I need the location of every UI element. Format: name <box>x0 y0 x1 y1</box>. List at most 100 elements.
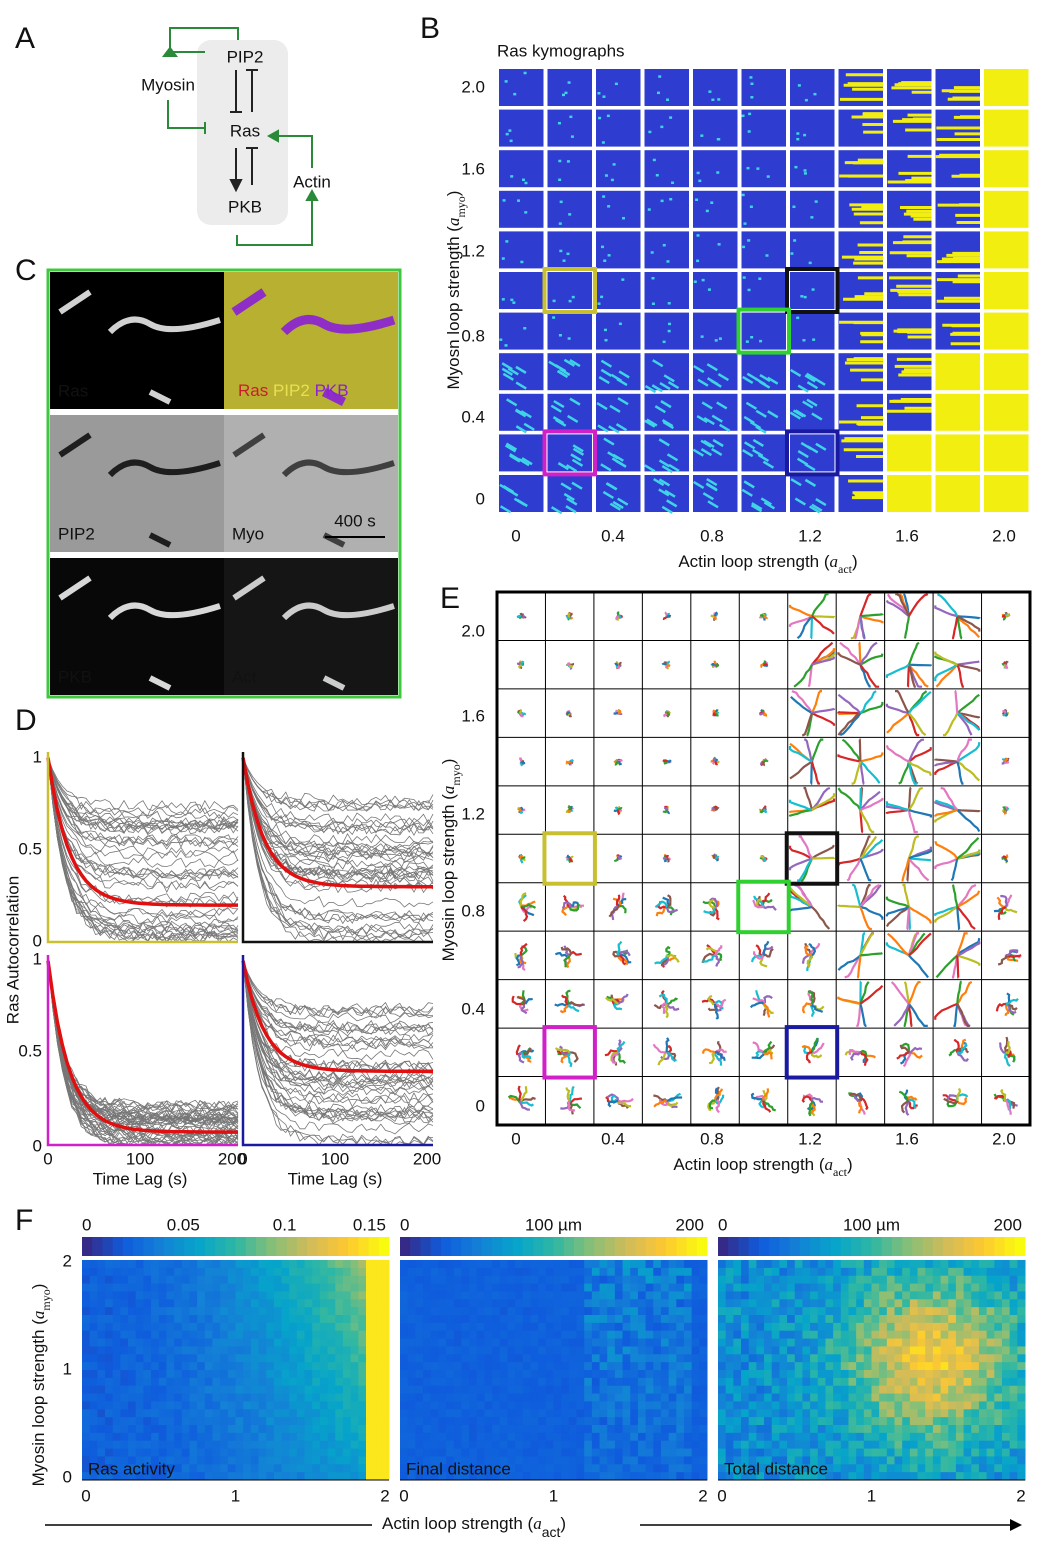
heatmap-cell <box>833 1394 841 1402</box>
heatmap-cell <box>933 1260 941 1268</box>
heatmap-cell <box>623 1299 631 1307</box>
heatmap-cell <box>772 1260 780 1268</box>
heatmap-cell <box>251 1346 259 1354</box>
heatmap-cell <box>469 1441 477 1449</box>
heatmap-cell <box>948 1401 956 1409</box>
kymo-cell <box>645 191 690 228</box>
heatmap-cell <box>515 1449 523 1457</box>
heatmap-cell <box>228 1331 236 1339</box>
heatmap-cell <box>833 1456 841 1464</box>
heatmap-cell <box>818 1346 826 1354</box>
heatmap-cell <box>408 1370 416 1378</box>
heatmap-cell <box>366 1307 374 1315</box>
heatmap-cell <box>577 1323 585 1331</box>
heatmap-cell <box>630 1362 638 1370</box>
heatmap-cell <box>105 1315 113 1323</box>
heatmap-cell <box>143 1299 151 1307</box>
heatmap-cell <box>726 1331 734 1339</box>
heatmap-cell <box>136 1307 144 1315</box>
heatmap-cell <box>523 1472 531 1480</box>
kymo-cell <box>936 475 981 512</box>
heatmap-cell <box>82 1323 90 1331</box>
colorbar-seg <box>584 1237 595 1256</box>
heatmap-cell <box>802 1417 810 1425</box>
heatmap-cell <box>374 1299 382 1307</box>
heatmap-cell <box>638 1291 646 1299</box>
trajectory <box>860 616 865 638</box>
trajectory <box>614 1004 622 1009</box>
trajectory <box>764 616 768 618</box>
heatmap-cell <box>174 1354 182 1362</box>
heatmap-cell <box>956 1394 964 1402</box>
heatmap-cell <box>374 1315 382 1323</box>
heatmap-cell <box>189 1378 197 1386</box>
heatmap-cell <box>848 1284 856 1292</box>
heatmap-cell <box>228 1299 236 1307</box>
heatmap-cell <box>507 1378 515 1386</box>
heatmap-cell <box>358 1307 366 1315</box>
heatmap-cell <box>772 1425 780 1433</box>
heatmap-cell <box>787 1323 795 1331</box>
heatmap-cell <box>454 1441 462 1449</box>
heatmap-cell <box>166 1299 174 1307</box>
heatmap-cell <box>764 1268 772 1276</box>
heatmap-cell <box>492 1370 500 1378</box>
heatmap-cell <box>113 1370 121 1378</box>
heatmap-cell <box>879 1456 887 1464</box>
heatmap-cell <box>833 1386 841 1394</box>
heatmap-cell <box>925 1417 933 1425</box>
heatmap-cell <box>910 1276 918 1284</box>
heatmap-cell <box>638 1331 646 1339</box>
heatmap-cell <box>779 1362 787 1370</box>
heatmap-cell <box>469 1378 477 1386</box>
heatmap-cell <box>692 1394 700 1402</box>
trajectory <box>759 713 763 714</box>
heatmap-cell <box>653 1464 661 1472</box>
heatmap-cell <box>289 1394 297 1402</box>
heatmap-cell <box>607 1386 615 1394</box>
heatmap-cell <box>887 1417 895 1425</box>
heatmap-cell <box>297 1260 305 1268</box>
kymo-cell <box>548 231 593 268</box>
heatmap-cell <box>749 1433 757 1441</box>
heatmap-cell <box>90 1394 98 1402</box>
heatmap-cell <box>902 1307 910 1315</box>
heatmap-cell <box>592 1268 600 1276</box>
heatmap-cell <box>82 1331 90 1339</box>
heatmap-cell <box>351 1354 359 1362</box>
heatmap-cell <box>408 1378 416 1386</box>
heatmap-cell <box>592 1362 600 1370</box>
heatmap-cell <box>607 1284 615 1292</box>
heatmap-cell <box>538 1441 546 1449</box>
trajectory <box>715 665 719 666</box>
heatmap-cell <box>864 1472 872 1480</box>
heatmap-cell <box>772 1291 780 1299</box>
trajectory <box>618 906 625 913</box>
heatmap-cell <box>925 1299 933 1307</box>
heatmap-cell <box>561 1449 569 1457</box>
heatmap-cell <box>684 1417 692 1425</box>
heatmap-cell <box>971 1433 979 1441</box>
heatmap-cell <box>841 1339 849 1347</box>
heatmap-cell <box>174 1346 182 1354</box>
heatmap-cell <box>297 1425 305 1433</box>
heatmap-cell <box>197 1394 205 1402</box>
heatmap-cell <box>305 1268 313 1276</box>
heatmap-cell <box>887 1299 895 1307</box>
heatmap-cell <box>833 1299 841 1307</box>
heatmap-cell <box>82 1425 90 1433</box>
heatmap-cell <box>546 1449 554 1457</box>
heatmap-cell <box>189 1307 197 1315</box>
heatmap-cell <box>423 1370 431 1378</box>
heatmap-cell <box>872 1260 880 1268</box>
heatmap-cell <box>320 1370 328 1378</box>
heatmap-cell <box>718 1276 726 1284</box>
trajectory <box>935 841 957 858</box>
heatmap-cell <box>408 1346 416 1354</box>
heatmap-cell <box>638 1315 646 1323</box>
colorbar-seg <box>154 1237 165 1256</box>
heatmap-cell <box>113 1307 121 1315</box>
heatmap-cell <box>374 1386 382 1394</box>
kymo-cell <box>499 191 544 228</box>
y-tick-label: 0 <box>476 489 485 508</box>
